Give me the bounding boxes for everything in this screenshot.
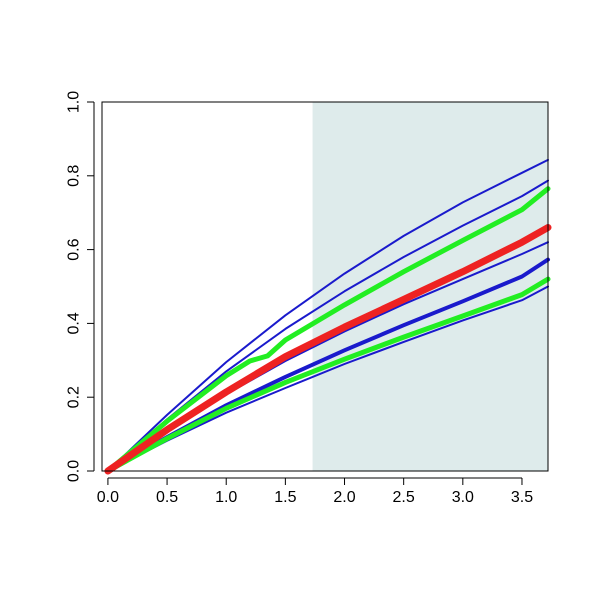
x-tick-label: 0.0 — [97, 489, 119, 506]
y-tick-label: 0.2 — [66, 386, 83, 408]
x-tick-label: 2.5 — [393, 489, 415, 506]
series-line-4 — [106, 285, 549, 472]
series-layer — [104, 158, 552, 475]
x-tick-label: 3.0 — [452, 489, 474, 506]
y-tick-label: 1.0 — [66, 91, 83, 113]
series-line-1 — [106, 158, 549, 472]
x-tick-label: 0.5 — [156, 489, 178, 506]
y-tick-label: 0.0 — [66, 460, 83, 482]
x-tick-label: 3.5 — [511, 489, 533, 506]
y-tick-label: 0.8 — [66, 165, 83, 187]
axes: 0.0 0.5 1.0 1.5 2.0 2.5 3.0 3.5 0.0 0.2 0.4 0.6 0.8 1… — [66, 91, 534, 506]
series-line-8 — [104, 224, 552, 475]
plot-frame — [101, 101, 549, 472]
x-tick-label: 1.0 — [215, 489, 237, 506]
y-tick-label: 0.6 — [66, 238, 83, 260]
x-tick-label: 2.0 — [333, 489, 355, 506]
y-tick-label: 0.4 — [66, 312, 83, 334]
series-line-7 — [105, 276, 551, 474]
x-tick-label: 1.5 — [274, 489, 296, 506]
series-line-6 — [105, 186, 551, 474]
